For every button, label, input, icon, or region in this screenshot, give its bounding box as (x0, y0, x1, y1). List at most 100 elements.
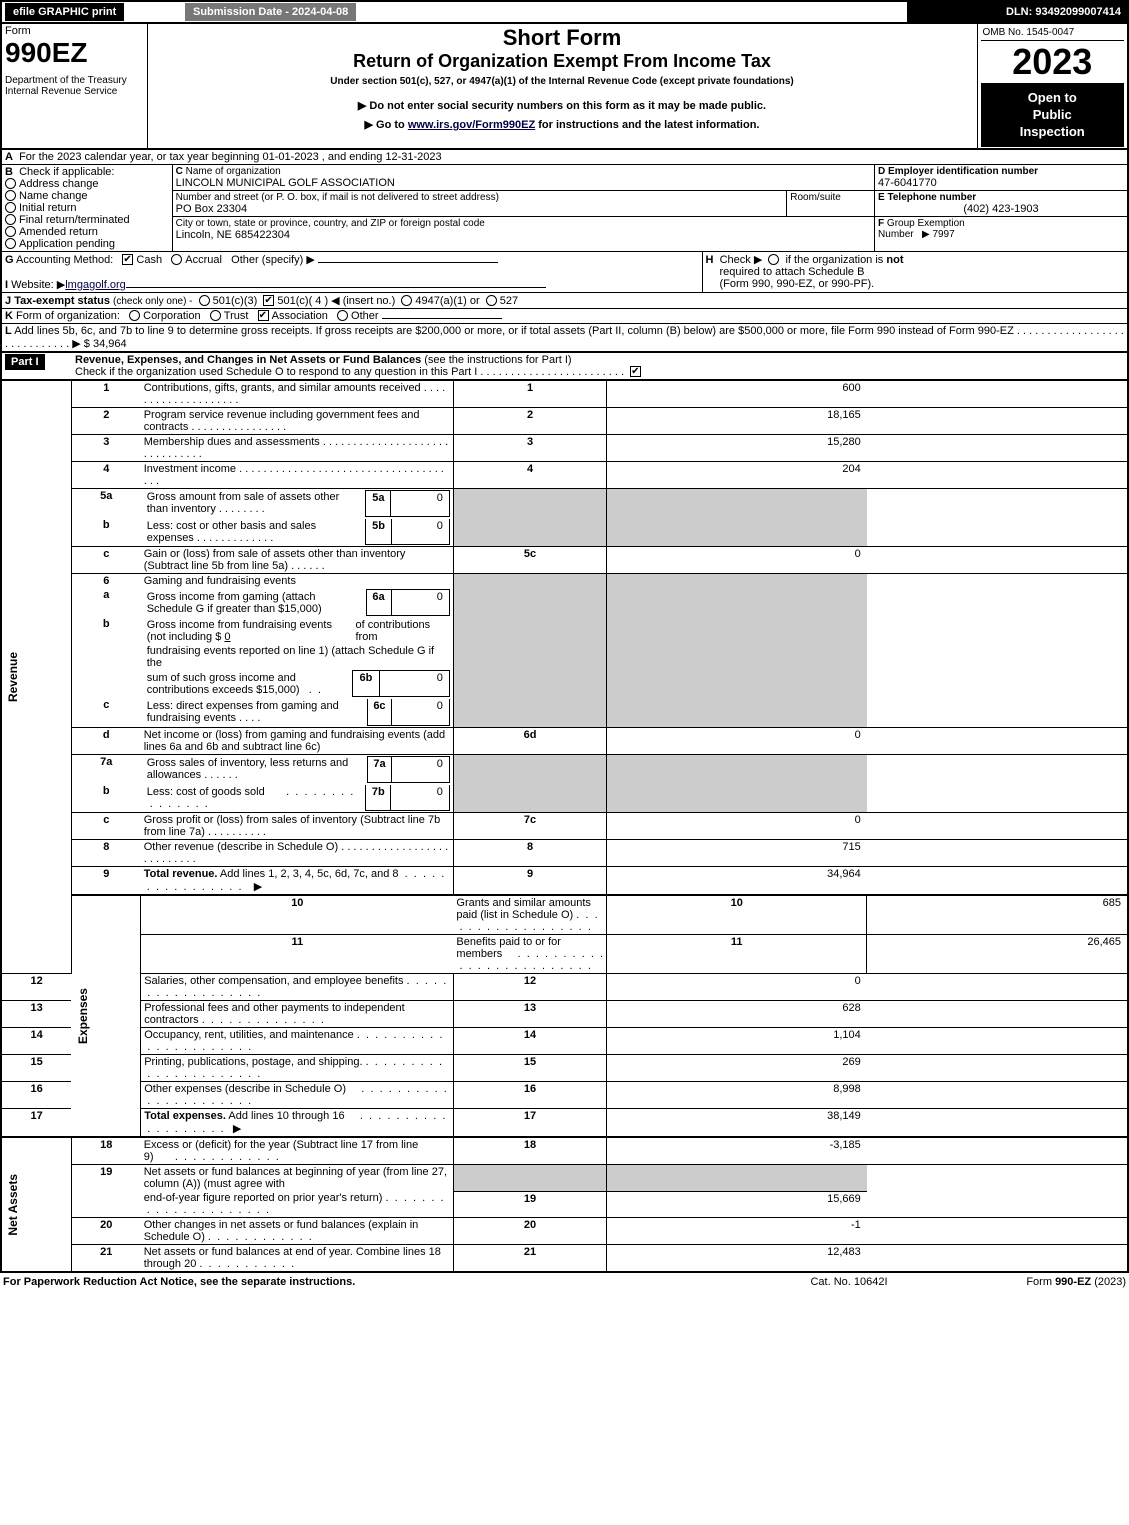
ln11-text: Benefits paid to or for members . . . . … (453, 935, 606, 974)
ln20-amt: -1 (607, 1218, 867, 1245)
ln17-num: 17 (2, 1109, 71, 1138)
ln11-ref: 11 (607, 935, 867, 974)
ln14-num: 14 (2, 1028, 71, 1055)
ln20-ref: 20 (453, 1218, 606, 1245)
ln13-ref: 13 (453, 1001, 606, 1028)
ln8-amt: 715 (607, 840, 867, 867)
chk-501c[interactable] (263, 295, 274, 306)
ln13-text: Professional fees and other payments to … (141, 1001, 454, 1028)
ln15-ref: 15 (453, 1055, 606, 1082)
section-k: K Form of organization: Corporation Trus… (2, 309, 1127, 324)
chk-4947[interactable] (401, 295, 412, 306)
ln6b-subamt: 0 (379, 671, 449, 697)
ln13-num: 13 (2, 1001, 71, 1028)
chk-final-return[interactable]: Final return/terminated (5, 214, 169, 226)
ein: 47-6041770 (878, 177, 1124, 189)
ln8-num: 8 (71, 840, 140, 867)
ln2-amt: 18,165 (607, 407, 867, 434)
ln7c-text: Gross profit or (loss) from sales of inv… (141, 813, 454, 840)
chk-corp[interactable] (129, 310, 140, 321)
footer-form: Form 990-EZ (2023) (949, 1275, 1129, 1289)
form-label: Form (5, 25, 144, 37)
ln20-num: 20 (71, 1218, 140, 1245)
ln12-amt: 0 (607, 974, 867, 1001)
ln7b-text: Less: cost of goods sold . . . . . . . .… (141, 784, 454, 813)
note-ssn: ▶ Do not enter social security numbers o… (151, 99, 974, 112)
chk-accrual[interactable] (171, 254, 182, 265)
ln18-amt: -3,185 (607, 1137, 867, 1165)
chk-trust[interactable] (210, 310, 221, 321)
ln16-ref: 16 (453, 1082, 606, 1109)
ln6-text: Gaming and fundraising events (141, 574, 454, 589)
ln6c-subamt: 0 (392, 699, 450, 725)
tax-year: 2023 (981, 41, 1125, 84)
chk-amended-return[interactable]: Amended return (5, 226, 169, 238)
street-label: Number and street (or P. O. box, if mail… (176, 192, 784, 203)
ln5c-ref: 5c (453, 547, 606, 574)
chk-name-change[interactable]: Name change (5, 190, 169, 202)
chk-cash[interactable] (122, 254, 133, 265)
chk-address-change[interactable]: Address change (5, 178, 169, 190)
subtitle: Under section 501(c), 527, or 4947(a)(1)… (151, 76, 974, 87)
part1-label: Part I (5, 354, 45, 370)
section-h: H Check ▶ if the organization is not (706, 253, 1125, 266)
ln1-num: 1 (71, 380, 140, 407)
irs-link[interactable]: www.irs.gov/Form990EZ (408, 119, 535, 131)
section-l: L Add lines 5b, 6c, and 7b to line 9 to … (2, 324, 1127, 352)
ln21-amt: 12,483 (607, 1245, 867, 1272)
omb: OMB No. 1545-0047 (981, 25, 1125, 41)
section-a: A For the 2023 calendar year, or tax yea… (2, 150, 1127, 165)
ln8-text: Other revenue (describe in Schedule O) .… (141, 840, 454, 867)
website-link[interactable]: lmgagolf.org (65, 279, 126, 291)
ln5b-subamt: 0 (391, 519, 449, 545)
ln17-amt: 38,149 (607, 1109, 867, 1138)
ln21-num: 21 (71, 1245, 140, 1272)
chk-application-pending[interactable]: Application pending (5, 238, 169, 250)
chk-assoc[interactable] (258, 310, 269, 321)
ln4-num: 4 (71, 461, 140, 488)
ln7a-num: 7a (71, 754, 140, 784)
ln4-ref: 4 (453, 461, 606, 488)
section-h-line2: required to attach Schedule B (706, 266, 1125, 278)
ln6a-subref: 6a (366, 590, 391, 616)
ln6d-amt: 0 (607, 727, 867, 754)
ln7c-ref: 7c (453, 813, 606, 840)
netassets-label: Net Assets (5, 1170, 21, 1240)
ln6c-text: Less: direct expenses from gaming and fu… (141, 698, 454, 727)
ln17-ref: 17 (453, 1109, 606, 1138)
ln14-text: Occupancy, rent, utilities, and maintena… (141, 1028, 454, 1055)
ln6d-text: Net income or (loss) from gaming and fun… (141, 727, 454, 754)
ln7a-text: Gross sales of inventory, less returns a… (141, 754, 454, 784)
ln14-ref: 14 (453, 1028, 606, 1055)
part1-title: Revenue, Expenses, and Changes in Net As… (72, 353, 1127, 380)
chk-501c3[interactable] (199, 295, 210, 306)
ln15-amt: 269 (607, 1055, 867, 1082)
ln19-text: Net assets or fund balances at beginning… (141, 1165, 454, 1192)
chk-h[interactable] (768, 254, 779, 265)
org-name: LINCOLN MUNICIPAL GOLF ASSOCIATION (176, 177, 871, 189)
chk-initial-return[interactable]: Initial return (5, 202, 169, 214)
ln12-num: 12 (2, 974, 71, 1001)
ln15-num: 15 (2, 1055, 71, 1082)
ln1-text: Contributions, gifts, grants, and simila… (141, 380, 454, 407)
ln17-text: Total expenses. Add lines 10 through 16 … (141, 1109, 454, 1138)
note-goto: ▶ Go to www.irs.gov/Form990EZ for instru… (151, 118, 974, 131)
ln21-text: Net assets or fund balances at end of ye… (141, 1245, 454, 1272)
street: PO Box 23304 (176, 203, 784, 215)
ln5b-text: Less: cost or other basis and sales expe… (141, 518, 454, 547)
ln18-num: 18 (71, 1137, 140, 1165)
ln2-ref: 2 (453, 407, 606, 434)
ln11-num: 11 (141, 935, 454, 974)
chk-other-org[interactable] (337, 310, 348, 321)
ln1-amt: 600 (607, 380, 867, 407)
ln5a-shade (453, 488, 606, 518)
room-suite-label: Room/suite (787, 190, 875, 216)
ln7a-subamt: 0 (392, 756, 449, 782)
section-h-line3: (Form 990, 990-EZ, or 990-PF). (706, 278, 1125, 290)
ln19-num: 19 (71, 1165, 140, 1192)
ln10-text: Grants and similar amounts paid (list in… (453, 895, 606, 935)
chk-part1-scho[interactable] (630, 366, 641, 377)
ln6a-text: Gross income from gaming (attach Schedul… (141, 588, 454, 617)
chk-527[interactable] (486, 295, 497, 306)
ln7c-amt: 0 (607, 813, 867, 840)
